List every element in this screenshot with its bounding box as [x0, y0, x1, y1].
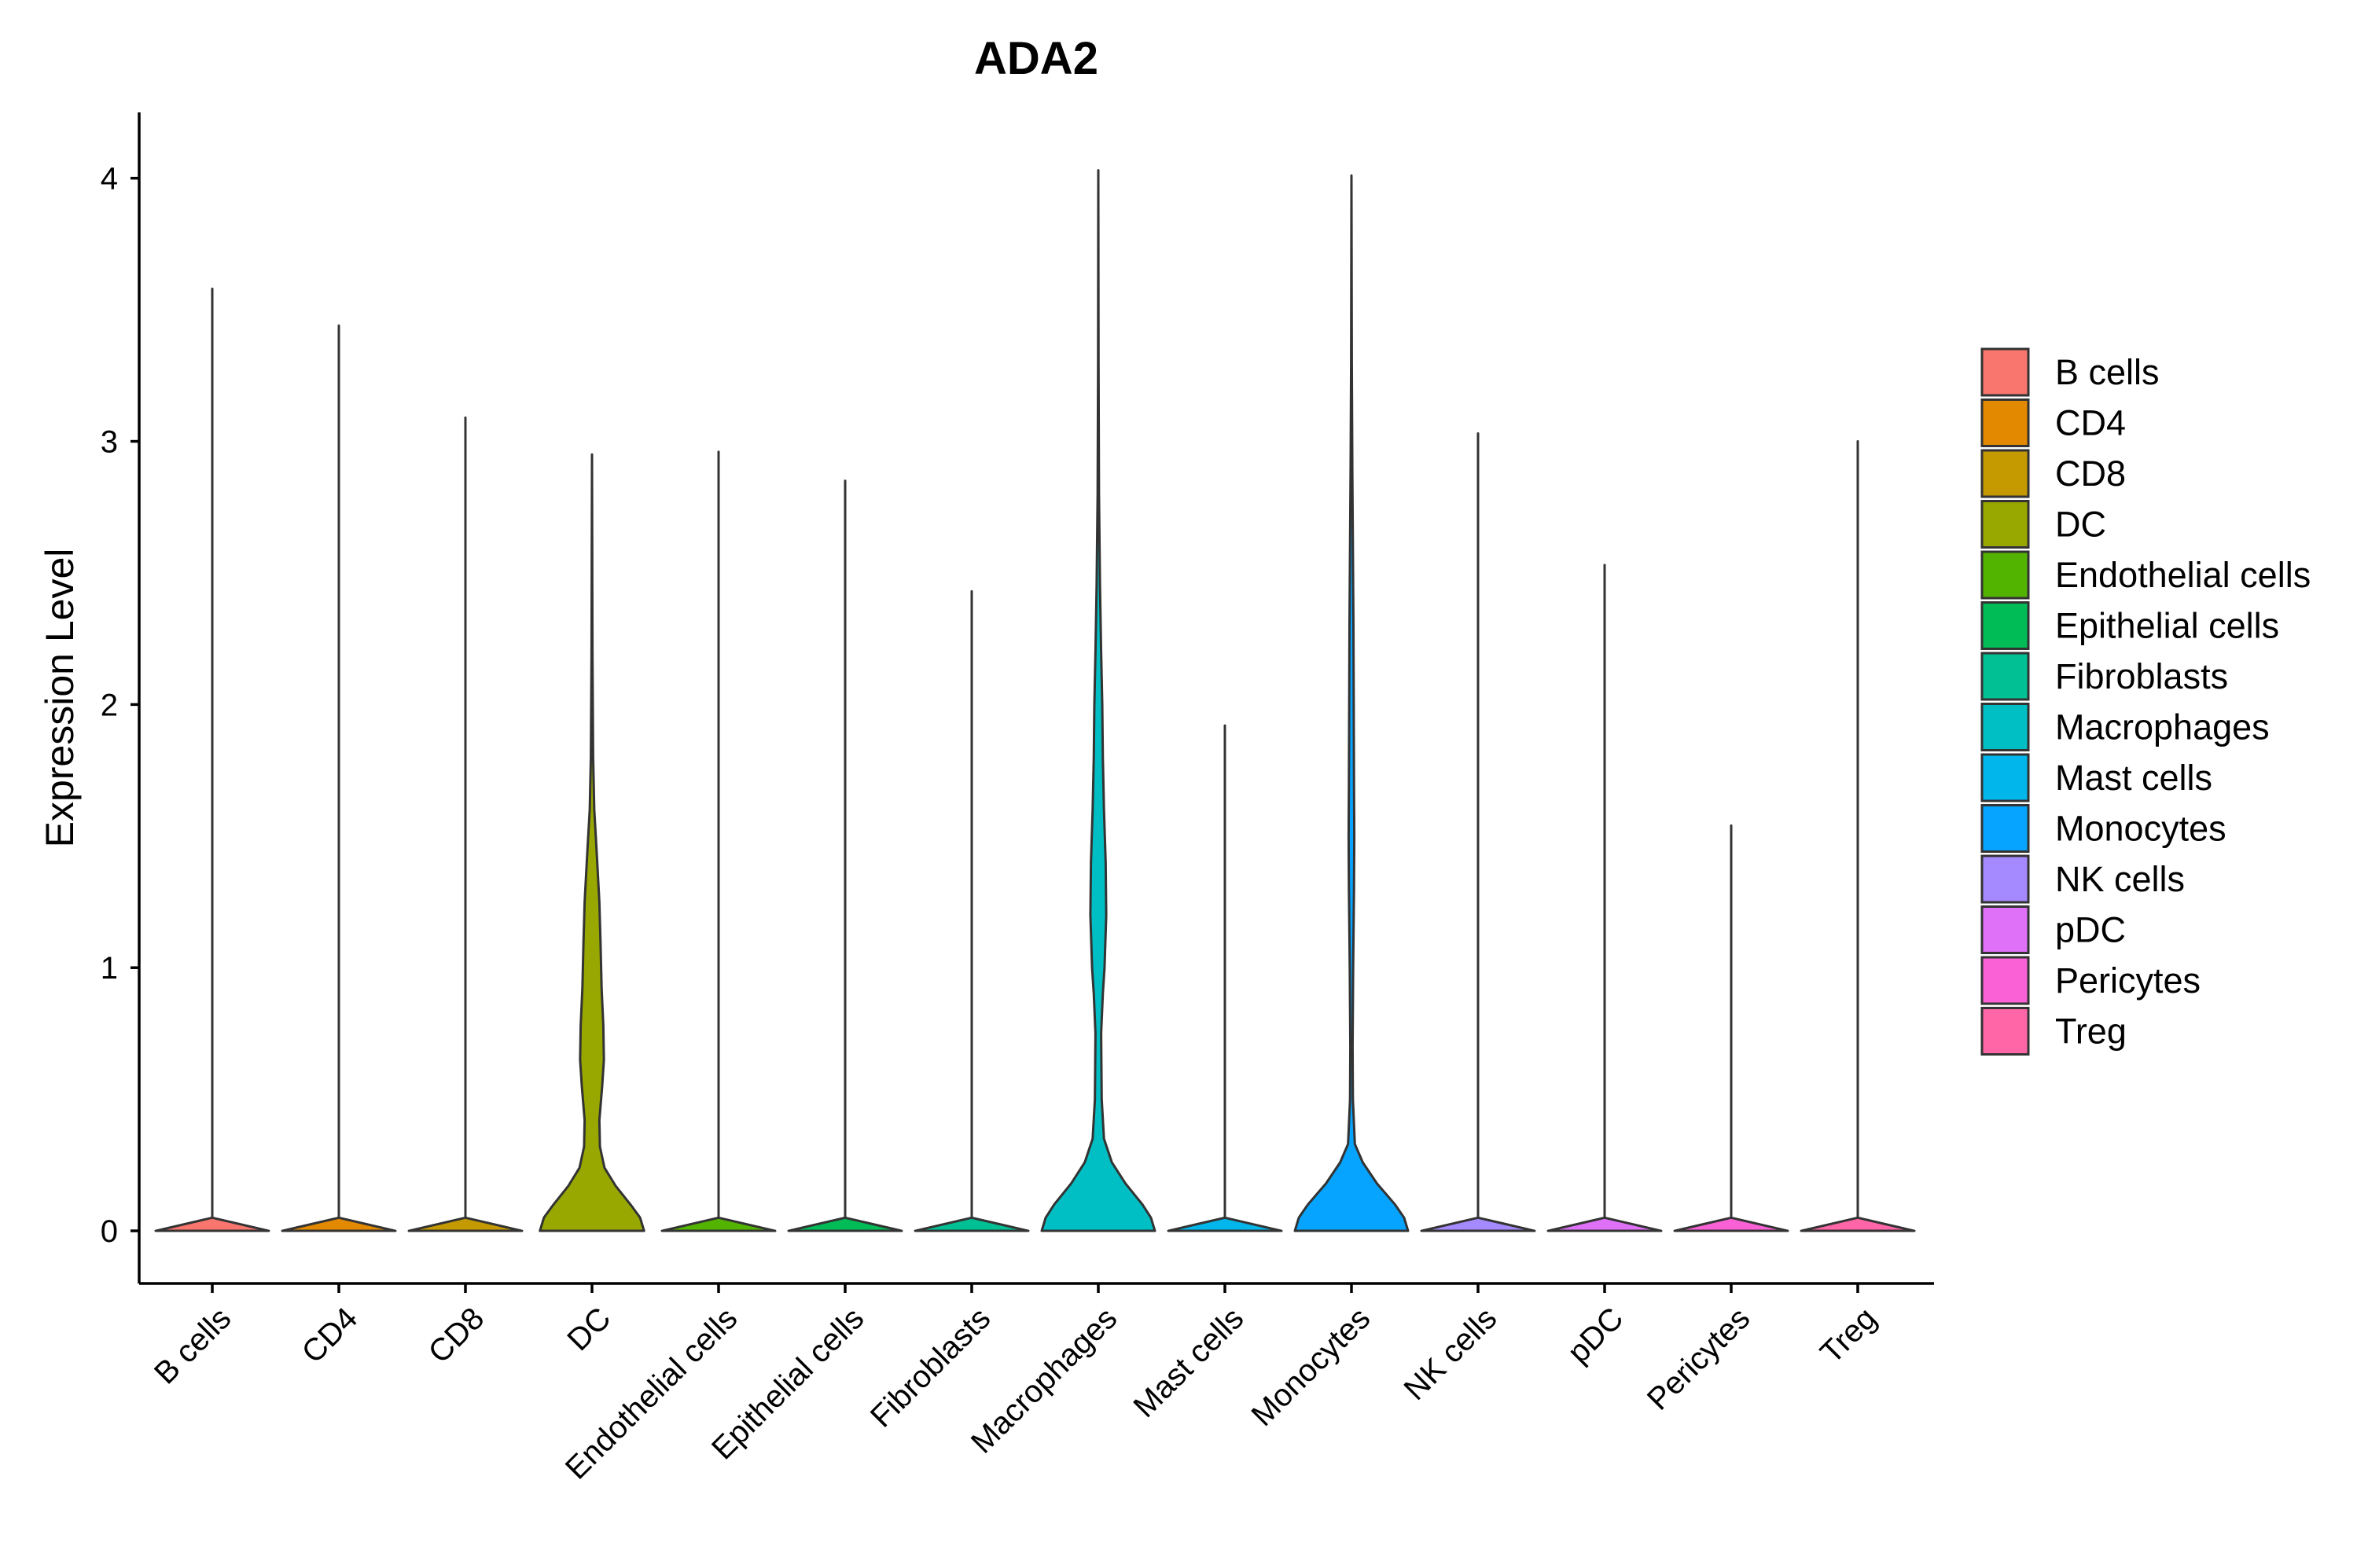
x-tick-label: Mast cells [1127, 1301, 1251, 1424]
y-tick-label: 2 [101, 688, 118, 722]
x-tick-label: CD4 [296, 1301, 365, 1370]
y-tick-label: 3 [101, 425, 118, 460]
legend-swatch [1980, 500, 2030, 549]
legend-swatch [1980, 347, 2030, 397]
violin-pericytes [1673, 824, 1789, 1232]
x-tick-label: DC [561, 1301, 617, 1357]
legend-swatch [1980, 398, 2030, 447]
legend-label: Treg [2055, 1012, 2127, 1052]
violin-treg [1800, 440, 1916, 1232]
chart-title: ADA2 [974, 33, 1098, 84]
violin-fibroblasts [914, 589, 1030, 1232]
legend-label: NK cells [2055, 859, 2185, 899]
x-tick-label: Fibroblasts [864, 1301, 997, 1434]
plot-area [154, 169, 1916, 1232]
legend-label: Pericytes [2055, 960, 2201, 1001]
x-tick-label: NK cells [1398, 1301, 1504, 1407]
legend-swatch [1980, 652, 2030, 701]
y-axis-title: Expression Level [38, 549, 82, 848]
y-tick-label: 1 [101, 951, 118, 986]
legend-swatch [1980, 1007, 2030, 1056]
violin-epithelial-cells [787, 479, 903, 1232]
x-tick-label: CD8 [422, 1301, 491, 1370]
violin-endothelial-cells [660, 450, 777, 1232]
legend-label: Monocytes [2055, 809, 2226, 849]
legend-label: Epithelial cells [2055, 606, 2279, 646]
y-axis-ticks: 0 1 2 3 4 [101, 162, 139, 1249]
x-tick-label: pDC [1561, 1301, 1631, 1370]
violin-cd8 [407, 416, 524, 1232]
legend-swatch [1980, 703, 2030, 751]
legend-label: B cells [2055, 352, 2160, 392]
x-tick-label: Monocytes [1245, 1301, 1377, 1433]
x-tick-label: Treg [1814, 1301, 1883, 1370]
violin-nk-cells [1420, 431, 1536, 1232]
y-tick-label: 0 [101, 1214, 118, 1249]
x-tick-label: B cells [148, 1301, 237, 1390]
violin-b-cells [154, 287, 270, 1232]
legend-swatch [1980, 753, 2030, 802]
legend-swatch [1980, 905, 2030, 954]
legend-swatch [1980, 854, 2030, 904]
legend-swatch [1980, 601, 2030, 650]
violin-cd4 [281, 324, 397, 1232]
legend-label: Endothelial cells [2055, 555, 2311, 595]
legend-label: Mast cells [2055, 758, 2212, 798]
x-tick-label: Pericytes [1641, 1301, 1756, 1416]
legend-swatch [1980, 449, 2030, 498]
violin-dc [539, 453, 645, 1232]
legend-label: CD8 [2055, 454, 2126, 494]
legend-label: Macrophages [2055, 707, 2270, 747]
legend-label: pDC [2055, 910, 2126, 950]
violin-macrophages [1040, 169, 1156, 1232]
legend-label: Fibroblasts [2055, 656, 2228, 696]
legend-label: DC [2055, 505, 2106, 545]
legend: B cells CD4 CD8 DC Endothelial cells Epitheli… [1980, 347, 2311, 1056]
violin-mast-cells [1167, 724, 1283, 1232]
legend-label: CD4 [2055, 403, 2126, 443]
violin-monocytes [1293, 174, 1410, 1232]
legend-swatch [1980, 550, 2030, 600]
y-tick-label: 4 [101, 162, 118, 196]
violin-pdc [1546, 564, 1663, 1232]
legend-swatch [1980, 956, 2030, 1005]
legend-swatch [1980, 804, 2030, 853]
